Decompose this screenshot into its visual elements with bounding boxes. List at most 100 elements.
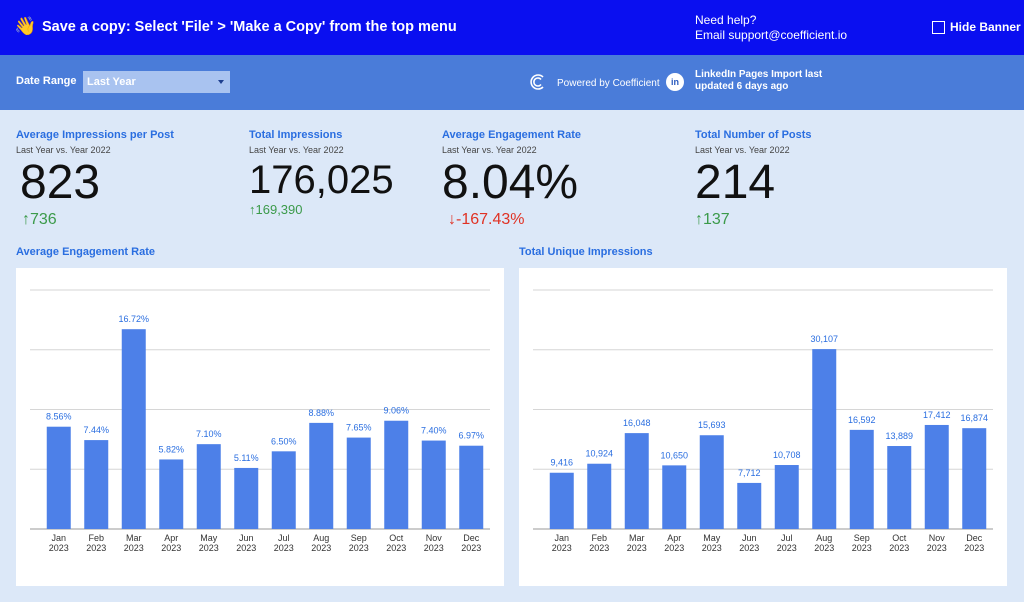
impressions-bar[interactable] (587, 463, 612, 529)
engagement-bar[interactable] (196, 444, 221, 529)
impressions-x-tick-month: Nov (929, 533, 946, 543)
kpi-value: 8.04% (442, 156, 579, 209)
engagement-x-tick-month: Jul (278, 533, 290, 543)
impressions-bar[interactable] (849, 429, 874, 529)
engagement-data-label: 7.65% (346, 423, 372, 433)
help-line-1: Need help? (695, 13, 757, 27)
checkbox-icon[interactable] (932, 20, 945, 34)
kpi-delta: ↑137 (695, 211, 730, 228)
engagement-x-tick-month: Jun (239, 533, 254, 543)
kpi-subtitle: Last Year vs. Year 2022 (249, 145, 344, 155)
engagement-bar[interactable] (234, 467, 259, 529)
impressions-bar[interactable] (624, 433, 649, 529)
impressions-bar[interactable] (812, 349, 837, 529)
impressions-bar[interactable] (737, 482, 762, 529)
date-range-select[interactable]: Last Year (83, 71, 230, 93)
engagement-x-tick-month: Mar (126, 533, 142, 543)
impressions-data-label: 30,107 (810, 334, 838, 344)
engagement-data-label: 7.44% (83, 425, 109, 435)
impressions-x-tick-year: 2023 (552, 543, 572, 553)
top-banner: 👋 Save a copy: Select 'File' > 'Make a C… (0, 0, 1024, 55)
date-range-label: Date Range (16, 75, 77, 87)
engagement-x-tick-year: 2023 (386, 543, 406, 553)
support-email-link[interactable]: Email support@coefficient.io (695, 28, 848, 42)
impressions-x-tick-year: 2023 (927, 543, 947, 553)
engagement-data-label: 7.10% (196, 429, 222, 439)
engagement-bar[interactable] (309, 422, 334, 529)
engagement-x-tick-year: 2023 (274, 543, 294, 553)
impressions-x-tick-month: Sep (854, 533, 870, 543)
banner-message: Save a copy: Select 'File' > 'Make a Cop… (42, 19, 457, 35)
impressions-x-tick-year: 2023 (739, 543, 759, 553)
impressions-x-tick-year: 2023 (889, 543, 909, 553)
impressions-data-label: 13,889 (885, 431, 913, 441)
engagement-x-tick-year: 2023 (124, 543, 144, 553)
kpi-value: 823 (20, 156, 101, 209)
engagement-x-tick-month: Aug (313, 533, 329, 543)
engagement-x-tick-year: 2023 (86, 543, 106, 553)
engagement-x-tick-month: Jan (51, 533, 66, 543)
impressions-x-tick-month: Mar (629, 533, 645, 543)
engagement-bar[interactable] (384, 420, 409, 529)
impressions-bar[interactable] (924, 424, 949, 529)
linkedin-icon: in (666, 73, 684, 91)
engagement-bar[interactable] (121, 329, 146, 529)
engagement-x-tick-year: 2023 (49, 543, 69, 553)
engagement-x-tick-year: 2023 (161, 543, 181, 553)
impressions-x-tick-month: Aug (816, 533, 832, 543)
impressions-data-label: 7,712 (738, 468, 761, 478)
kpi-title: Average Impressions per Post (16, 129, 174, 141)
impressions-x-tick-month: Feb (591, 533, 607, 543)
engagement-bar[interactable] (159, 459, 184, 529)
impressions-data-label: 17,412 (923, 410, 951, 420)
impressions-bar[interactable] (549, 472, 574, 529)
impressions-x-tick-month: Jan (554, 533, 569, 543)
engagement-x-tick-month: Feb (88, 533, 104, 543)
kpi-delta: ↑169,390 (249, 202, 303, 217)
engagement-x-tick-month: Apr (164, 533, 178, 543)
engagement-data-label: 6.97% (458, 431, 484, 441)
impressions-x-tick-month: Oct (892, 533, 907, 543)
filter-bar: Date Range Last Year Powered by Coeffici… (0, 55, 1024, 110)
impressions-data-label: 16,874 (960, 413, 988, 423)
impressions-bar[interactable] (699, 435, 724, 529)
import-status-line-2: updated 6 days ago (695, 81, 789, 92)
kpi-total-posts: Total Number of Posts Last Year vs. Year… (695, 129, 812, 229)
impressions-bar[interactable] (962, 428, 987, 529)
kpi-delta: ↓-167.43% (448, 211, 525, 228)
kpi-subtitle: Last Year vs. Year 2022 (16, 145, 111, 155)
impressions-data-label: 9,416 (550, 458, 573, 468)
engagement-bar[interactable] (421, 440, 446, 529)
help-text: Need help? Email support@coefficient.io (695, 13, 847, 43)
impressions-bar[interactable] (774, 465, 799, 529)
impressions-bar[interactable] (887, 446, 912, 529)
kpi-value: 214 (695, 156, 776, 209)
engagement-x-tick-year: 2023 (349, 543, 369, 553)
engagement-bar[interactable] (46, 426, 71, 529)
engagement-data-label: 16.72% (118, 314, 149, 324)
impressions-x-tick-month: Dec (966, 533, 983, 543)
impressions-bar[interactable] (662, 465, 687, 529)
impressions-x-tick-month: May (703, 533, 721, 543)
kpi-delta: ↑736 (22, 211, 57, 228)
engagement-x-tick-month: Sep (351, 533, 367, 543)
engagement-data-label: 7.40% (421, 426, 447, 436)
engagement-bar[interactable] (346, 437, 371, 529)
engagement-data-label: 5.11% (234, 453, 259, 463)
engagement-bar[interactable] (84, 440, 109, 529)
impressions-x-tick-year: 2023 (777, 543, 797, 553)
impressions-x-tick-year: 2023 (589, 543, 609, 553)
unique-impressions-bar-chart: 9,416Jan202310,924Feb202316,048Mar202310… (533, 289, 993, 553)
kpi-title: Average Engagement Rate (442, 129, 581, 141)
engagement-bar[interactable] (459, 445, 484, 529)
engagement-data-label: 9.06% (383, 406, 409, 416)
impressions-data-label: 16,048 (623, 418, 651, 428)
engagement-chart-title: Average Engagement Rate (16, 246, 155, 258)
engagement-x-tick-month: Dec (463, 533, 480, 543)
engagement-x-tick-month: Nov (426, 533, 443, 543)
impressions-x-tick-year: 2023 (664, 543, 684, 553)
engagement-bar[interactable] (271, 451, 296, 529)
engagement-x-tick-year: 2023 (311, 543, 331, 553)
kpi-subtitle: Last Year vs. Year 2022 (442, 145, 537, 155)
hide-banner-toggle[interactable]: Hide Banner (932, 20, 1021, 34)
